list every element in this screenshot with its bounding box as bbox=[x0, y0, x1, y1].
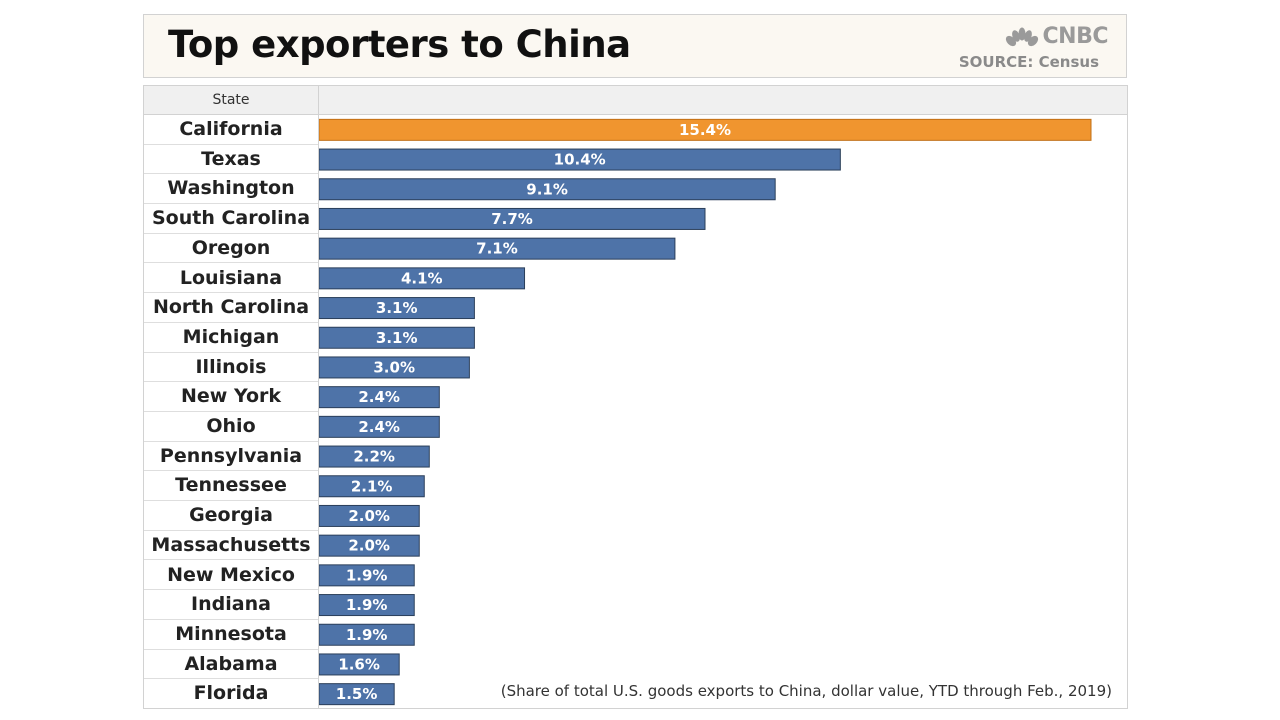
bar-value-label: 2.0% bbox=[348, 537, 390, 555]
bar bbox=[319, 623, 415, 646]
brand-name: CNBC bbox=[1042, 24, 1109, 49]
bar-value-label: 1.9% bbox=[346, 626, 388, 644]
source-note: SOURCE: Census bbox=[958, 53, 1099, 71]
state-label: South Carolina bbox=[144, 204, 318, 234]
bar bbox=[319, 445, 430, 468]
bar bbox=[319, 148, 841, 171]
data-table: State California Texas Washington South Car… bbox=[143, 85, 1128, 709]
bar-value-label: 2.1% bbox=[351, 477, 393, 495]
bar-value-label: 3.0% bbox=[373, 358, 415, 376]
bar bbox=[319, 504, 420, 527]
state-label: Texas bbox=[144, 145, 318, 175]
state-label: Pennsylvania bbox=[144, 442, 318, 472]
bar bbox=[319, 386, 440, 409]
bar bbox=[319, 326, 475, 349]
state-label: Georgia bbox=[144, 501, 318, 531]
bar-value-label: 2.0% bbox=[348, 507, 390, 525]
bar-value-label: 3.1% bbox=[376, 329, 418, 347]
bar bbox=[319, 594, 415, 617]
state-label: New Mexico bbox=[144, 561, 318, 591]
bar-value-label: 1.9% bbox=[346, 566, 388, 584]
bar bbox=[319, 356, 470, 379]
bar-value-label: 4.1% bbox=[401, 269, 443, 287]
state-label: Ohio bbox=[144, 412, 318, 442]
state-label: Minnesota bbox=[144, 620, 318, 650]
bar bbox=[319, 534, 420, 557]
brand-logo: CNBC bbox=[1005, 24, 1109, 49]
bar-plot: 15.4% 10.4% 9.1% 7.7% 7.1% 4.1% 3.1% 3.1% 3.0% 2.… bbox=[319, 118, 1092, 706]
bar-value-label: 2.2% bbox=[353, 448, 395, 466]
bar-value-label: 15.4% bbox=[679, 121, 731, 139]
bar bbox=[319, 207, 706, 230]
bar-value-label: 2.4% bbox=[358, 388, 400, 406]
bar-value-label: 1.6% bbox=[338, 655, 380, 673]
bar bbox=[319, 564, 415, 587]
state-label: California bbox=[144, 115, 318, 145]
column-header-state: State bbox=[144, 86, 319, 114]
table-header-row: State bbox=[144, 86, 1127, 115]
state-label: Illinois bbox=[144, 353, 318, 383]
bar bbox=[319, 118, 1092, 141]
state-label: New York bbox=[144, 382, 318, 412]
bar bbox=[319, 297, 475, 320]
bar bbox=[319, 178, 776, 201]
state-label: Massachusetts bbox=[144, 531, 318, 561]
bar bbox=[319, 415, 440, 438]
state-label: Louisiana bbox=[144, 264, 318, 294]
state-label: Washington bbox=[144, 174, 318, 205]
bar-value-label: 7.7% bbox=[491, 210, 533, 228]
state-label: Tennessee bbox=[144, 471, 318, 502]
chart-header: Top exporters to China CNBC SOURCE: Cens… bbox=[143, 14, 1127, 78]
state-label: Oregon bbox=[144, 234, 318, 264]
bar-value-label: 10.4% bbox=[554, 151, 606, 169]
bar-value-label: 7.1% bbox=[476, 240, 518, 258]
bar bbox=[319, 475, 425, 498]
bar bbox=[319, 267, 526, 290]
chart-title: Top exporters to China bbox=[168, 23, 631, 66]
bar-value-label: 9.1% bbox=[526, 180, 568, 198]
state-label: Alabama bbox=[144, 650, 318, 680]
bar-value-label: 1.5% bbox=[336, 685, 378, 703]
state-label: Florida bbox=[193, 682, 269, 705]
bar-value-label: 1.9% bbox=[346, 596, 388, 614]
footnote: (Share of total U.S. goods exports to Ch… bbox=[500, 682, 1112, 700]
bar-value-label: 3.1% bbox=[376, 299, 418, 317]
peacock-icon bbox=[1005, 27, 1038, 46]
bar-value-label: 2.4% bbox=[358, 418, 400, 436]
bar bbox=[319, 653, 400, 676]
state-label: Indiana bbox=[144, 590, 318, 620]
bar bbox=[319, 683, 395, 706]
state-labels: California Texas Washington South Carolina O… bbox=[144, 115, 319, 709]
state-label: North Carolina bbox=[144, 293, 318, 323]
bar bbox=[319, 237, 676, 260]
state-label: Michigan bbox=[144, 323, 318, 353]
